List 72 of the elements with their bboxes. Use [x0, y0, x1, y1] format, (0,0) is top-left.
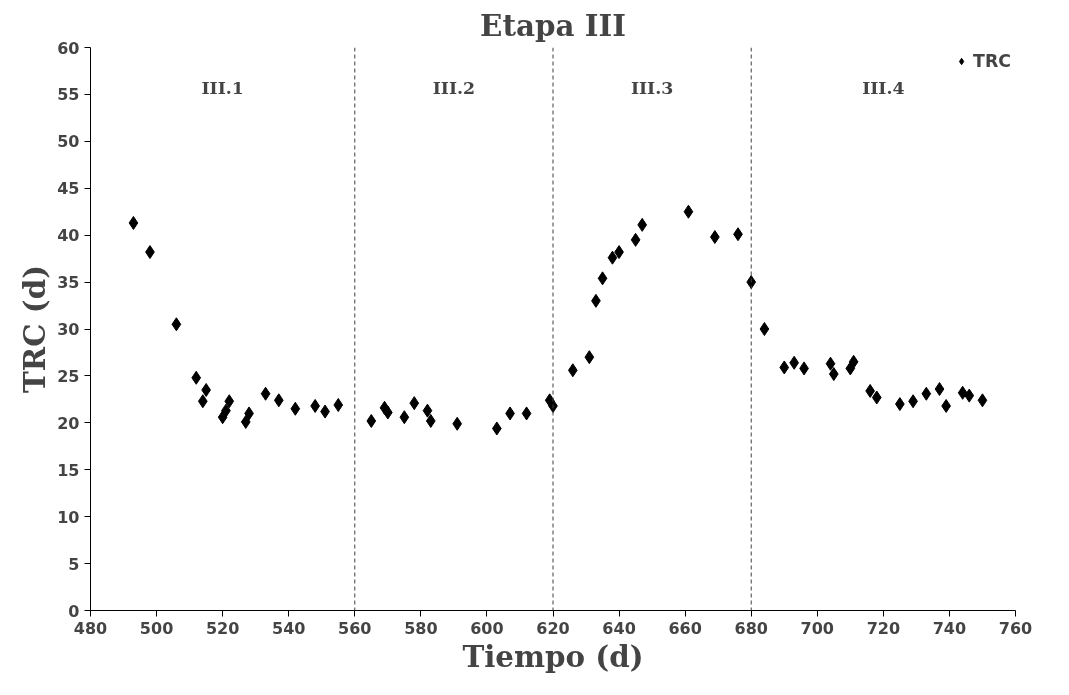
point	[240, 414, 251, 429]
point	[630, 232, 641, 247]
y-tick-label: 25	[57, 366, 80, 386]
point	[382, 405, 393, 420]
point	[290, 401, 301, 416]
annotation: III.1	[201, 77, 244, 98]
point	[197, 394, 208, 409]
annotation: III.2	[432, 77, 476, 98]
y-tick-label: 20	[57, 413, 80, 433]
point	[521, 406, 532, 421]
x-tick-label: 620	[536, 618, 570, 638]
point	[128, 215, 139, 230]
x-tick-label: 560	[338, 618, 372, 638]
y-tick-label: 55	[57, 85, 80, 105]
point	[422, 403, 433, 418]
x-tick-label: 680	[734, 618, 768, 638]
y-tick-label: 35	[57, 273, 80, 293]
point	[825, 356, 836, 371]
point	[409, 396, 420, 411]
point	[977, 393, 988, 408]
point	[597, 271, 608, 286]
y-tick-label: 40	[57, 226, 80, 246]
x-tick-label: 700	[800, 618, 834, 638]
y-axis-title: TRC (d)	[17, 264, 53, 393]
point	[399, 410, 410, 425]
x-axis-title: Tiempo (d)	[462, 638, 644, 674]
point	[171, 317, 182, 332]
chart-title: Etapa III	[480, 7, 626, 43]
point	[333, 398, 344, 413]
x-tick-label: 740	[932, 618, 967, 638]
x-tick-label: 500	[139, 618, 174, 638]
x-tick-label: 600	[470, 618, 504, 638]
point	[366, 413, 377, 428]
y-tick-label: 45	[57, 179, 80, 199]
x-tick-label: 580	[404, 618, 438, 638]
legend-label: TRC	[973, 51, 1011, 71]
point	[934, 382, 945, 397]
x-tick-label: 540	[272, 618, 306, 638]
point	[584, 350, 595, 365]
point	[921, 386, 932, 401]
point	[683, 204, 694, 219]
point	[425, 413, 436, 428]
point	[828, 367, 839, 382]
x-tick-label: 480	[73, 618, 108, 638]
point	[871, 390, 882, 405]
y-tick-label: 0	[68, 601, 80, 621]
x-tick-label: 660	[668, 618, 702, 638]
point	[191, 370, 202, 385]
x-tick-label: 640	[602, 618, 636, 638]
point	[779, 360, 790, 375]
y-tick-label: 15	[57, 460, 80, 480]
point	[567, 363, 578, 378]
y-tick-label: 60	[57, 38, 80, 58]
y-tick-label: 5	[68, 554, 80, 574]
point	[452, 416, 463, 431]
point	[964, 388, 975, 403]
y-tick-label: 30	[57, 320, 80, 339]
point	[957, 385, 968, 400]
point	[224, 394, 235, 409]
point	[759, 322, 770, 336]
point	[607, 250, 618, 265]
annotation: III.3	[630, 77, 674, 98]
y-tick-label: 50	[57, 132, 80, 152]
x-tick-label: 720	[866, 618, 901, 638]
x-tick-label: 520	[205, 618, 240, 638]
annotation: III.4	[862, 77, 905, 98]
point	[273, 393, 284, 408]
point	[260, 386, 271, 401]
point	[848, 354, 859, 369]
point	[637, 217, 648, 232]
y-tick-label: 10	[57, 507, 80, 527]
x-tick-label: 760	[998, 618, 1033, 638]
